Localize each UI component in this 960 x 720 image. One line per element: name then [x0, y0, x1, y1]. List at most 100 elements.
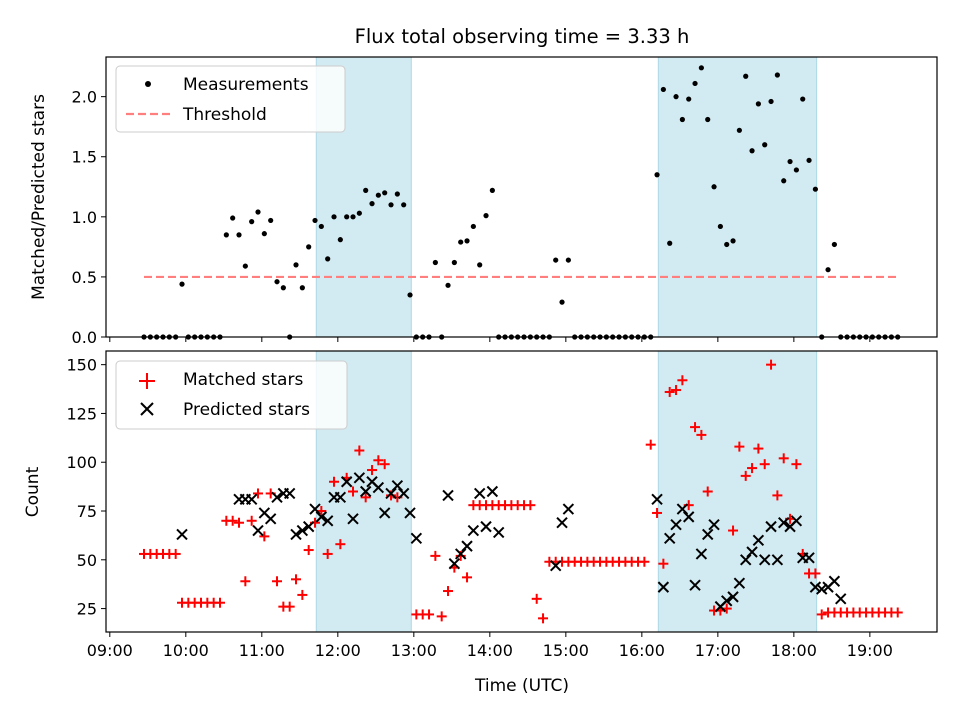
measurement-point [565, 257, 571, 263]
bottom-y-tick-label: 50 [77, 551, 97, 570]
x-tick-label: 14:00 [467, 641, 513, 660]
predicted-star-point [562, 503, 575, 515]
predicted-star-point [264, 513, 277, 525]
predicted-star-mark [347, 513, 359, 525]
predicted-star-mark [397, 487, 410, 500]
predicted-star-point [778, 517, 790, 529]
predicted-star-point [245, 493, 258, 506]
measurement-point [660, 86, 666, 93]
measurement-point [344, 214, 350, 220]
predicted-star-point [347, 513, 359, 525]
matched-star-point [436, 611, 447, 622]
matched-star-point [702, 486, 713, 497]
predicted-star-point [733, 577, 746, 589]
measurement-point [458, 239, 464, 245]
matched-star-point [816, 609, 827, 620]
bottom-panel: 25 50 75 100 125 150 09:00 10:00 11:00 12:00 13:0… [23, 350, 938, 696]
measurement-point [711, 184, 717, 190]
matched-star-point [322, 548, 333, 559]
predicted-star-mark [816, 583, 828, 595]
predicted-star-mark [651, 493, 663, 506]
predicted-star-mark [480, 520, 492, 533]
predicted-star-mark [752, 534, 765, 546]
predicted-star-point [651, 493, 663, 506]
matched-star-point [664, 386, 675, 397]
top-legend-box [115, 65, 346, 133]
matched-star-point [215, 597, 226, 608]
bottom-x-axis: 09:00 10:00 11:00 12:00 13:00 14:00 15:00 16:00… [87, 632, 893, 660]
predicted-star-point [803, 552, 815, 564]
predicted-star-point [702, 528, 714, 541]
measurement-point [363, 187, 369, 193]
measurement-point [350, 214, 356, 220]
predicted-star-mark [366, 476, 378, 488]
measurement-point [318, 223, 324, 230]
measurement-point [667, 240, 673, 246]
x-tick-label: 13:00 [391, 641, 437, 660]
predicted-star-mark [721, 595, 733, 607]
predicted-star-mark [359, 485, 372, 498]
measurement-point [749, 148, 755, 154]
matched-star-point [734, 441, 745, 452]
matched-star-point [170, 548, 181, 559]
predicted-star-point [683, 511, 695, 523]
predicted-star-mark [385, 487, 397, 500]
predicted-star-point [404, 507, 416, 519]
predicted-star-point [664, 532, 676, 545]
predicted-star-mark [835, 593, 847, 605]
top-y-tick-label: 0.0 [72, 328, 97, 347]
legend-matched-label: Matched stars [183, 370, 303, 390]
predicted-star-point [385, 487, 397, 500]
measurement-point [698, 65, 704, 71]
top-y-tick-label: 1.5 [72, 148, 97, 167]
matched-star-point [645, 439, 656, 450]
predicted-star-mark [467, 524, 480, 537]
measurement-point [470, 223, 476, 230]
predicted-star-mark [252, 524, 264, 537]
predicted-star-point [809, 581, 822, 593]
predicted-star-mark [556, 517, 568, 529]
predicted-star-mark [549, 559, 562, 572]
predicted-star-point [695, 548, 708, 560]
matched-star-point [690, 422, 701, 433]
predicted-star-mark [245, 493, 258, 506]
predicted-star-point [670, 518, 682, 531]
measurement-point [268, 217, 274, 224]
bottom-y-tick-label: 100 [66, 453, 97, 472]
measurement-point [280, 285, 286, 291]
measurement-point [686, 96, 692, 102]
measurement-point [559, 299, 565, 305]
matched-star-point [766, 359, 777, 370]
predicted-star-point [467, 524, 480, 537]
measurement-point [261, 231, 267, 237]
measurement-point [705, 116, 711, 123]
matched-star-point [892, 607, 903, 618]
predicted-star-mark [746, 546, 758, 558]
bottom-shaded-intervals [315, 350, 818, 633]
predicted-star-point [321, 515, 334, 527]
predicted-star-mark [290, 528, 302, 541]
predicted-star-mark [461, 540, 473, 552]
predicted-star-point [296, 524, 309, 537]
measurement-point [223, 232, 229, 238]
measurement-point [781, 178, 787, 184]
measurement-point [337, 237, 343, 243]
legend-matched-marker [139, 373, 155, 389]
x-tick-label: 17:00 [695, 641, 741, 660]
matched-star-point [740, 470, 751, 481]
top-panel: 0.00.51.01.52.0 Matched/Predicted stars … [29, 56, 938, 347]
measurement-point [736, 127, 742, 133]
predicted-star-point [721, 595, 733, 607]
x-tick-label: 11:00 [239, 641, 285, 660]
measurement-point [375, 192, 381, 198]
predicted-star-mark [410, 532, 423, 545]
measurement-point [654, 172, 660, 178]
predicted-star-point [492, 526, 505, 539]
predicted-star-point [359, 485, 372, 498]
predicted-star-mark [353, 472, 366, 484]
legend-predicted-marker [140, 402, 154, 416]
matched-star-point [284, 601, 295, 612]
predicted-star-point [176, 528, 188, 541]
measurement-point [312, 217, 318, 224]
bottom-legend-box [115, 360, 348, 430]
